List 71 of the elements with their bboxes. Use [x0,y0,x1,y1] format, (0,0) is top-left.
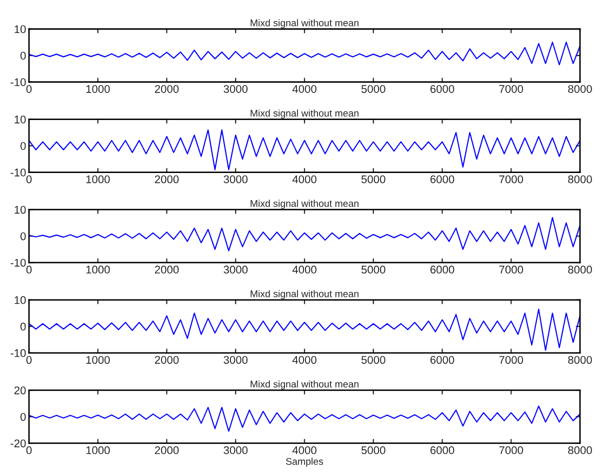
y-tick-label: 0 [20,412,26,421]
y-tick-label: -10 [10,349,26,358]
chart-title: Mixd signal without mean [250,200,358,209]
line-series [29,216,580,252]
y-tick-label: 10 [14,296,26,304]
x-tick-label: 1000 [86,175,110,184]
x-tick-label: 3000 [224,175,248,184]
x-tick-label: 0 [26,356,32,364]
x-tick-label: 7000 [499,85,524,93]
line-series [29,406,580,432]
x-tick-label: 5000 [361,175,386,184]
x-tick-label: 2000 [154,85,179,93]
x-tick-label: 0 [26,175,32,184]
x-tick-label: 5000 [361,356,386,364]
x-tick-label: 8000 [568,446,592,454]
x-tick-label: 6000 [430,266,454,274]
x-tick-label: 1000 [86,85,110,93]
x-tick-label: 4000 [292,85,316,93]
x-tick-label: 7000 [499,175,524,184]
y-tick-label: 20 [14,386,26,394]
x-tick-label: 8000 [568,175,592,184]
line-series [29,308,580,351]
x-tick-label: 3000 [224,356,248,364]
x-tick-label: 1000 [86,446,110,454]
y-tick-label: -10 [10,78,26,86]
x-tick-label: 3000 [224,85,248,93]
chart-title: Mixd signal without mean [250,380,358,390]
x-tick-label: 2000 [154,356,179,364]
x-tick-label: 6000 [430,175,454,184]
x-tick-label: 2000 [154,266,179,274]
chart-title: Mixd signal without mean [250,109,358,119]
x-tick-label: 6000 [430,446,454,454]
x-tick-label: 3000 [224,266,248,274]
x-tick-label: 2000 [154,175,179,184]
y-tick-label: -20 [10,439,26,448]
x-tick-label: 8000 [568,266,592,274]
x-tick-label: 7000 [499,356,524,364]
x-tick-label: 6000 [430,356,454,364]
line-series [29,129,580,170]
chart-title: Mixd signal without mean [250,19,358,28]
x-tick-label: 7000 [499,446,524,454]
x-tick-label: 4000 [292,175,316,184]
y-tick-label: 10 [14,116,26,124]
y-tick-label: 10 [14,206,26,214]
x-tick-label: 4000 [292,266,316,274]
line-series [29,42,580,66]
y-tick-label: 0 [20,322,26,331]
x-tick-label: 1000 [86,266,110,274]
y-tick-label: 0 [20,52,26,60]
x-tick-label: 4000 [292,446,316,454]
x-tick-label: 6000 [430,85,454,93]
y-tick-label: 0 [20,232,26,240]
y-tick-label: -10 [10,258,26,267]
x-tick-label: 7000 [499,266,524,274]
x-tick-label: 1000 [86,356,110,364]
x-tick-label: 8000 [568,356,592,364]
x-tick-label: 5000 [361,266,386,274]
x-axis-title: Samples [286,458,324,467]
y-tick-label: 10 [14,25,26,34]
y-tick-label: -10 [10,168,26,176]
x-tick-label: 0 [26,266,32,274]
x-tick-label: 3000 [224,446,248,454]
x-tick-label: 4000 [292,356,316,364]
x-tick-label: 2000 [154,446,179,454]
x-tick-label: 8000 [568,85,592,93]
chart-title: Mixd signal without mean [250,290,358,300]
x-tick-label: 0 [26,446,32,454]
x-tick-label: 5000 [361,85,386,93]
x-tick-label: 0 [26,85,32,93]
x-tick-label: 5000 [361,446,386,454]
y-tick-label: 0 [20,142,26,150]
